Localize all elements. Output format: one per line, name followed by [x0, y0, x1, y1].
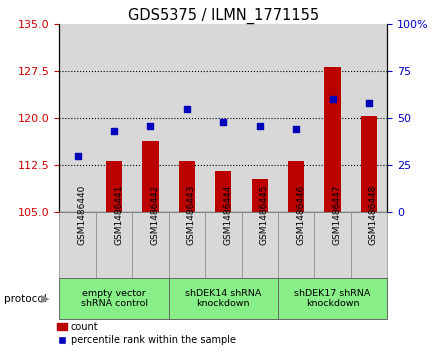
- Bar: [132, 24, 169, 212]
- Bar: [59, 24, 96, 212]
- Bar: [351, 24, 387, 212]
- Point: [220, 119, 227, 125]
- Bar: [205, 24, 242, 212]
- Text: GSM1486441: GSM1486441: [114, 185, 123, 245]
- Point: [110, 128, 117, 134]
- Bar: [314, 24, 351, 212]
- Text: shDEK14 shRNA
knockdown: shDEK14 shRNA knockdown: [185, 289, 261, 308]
- Point: [329, 96, 336, 102]
- Bar: [96, 24, 132, 212]
- Bar: [324, 67, 341, 212]
- Text: GSM1486442: GSM1486442: [150, 185, 159, 245]
- Bar: [288, 161, 304, 212]
- Bar: [106, 162, 122, 212]
- Bar: [242, 24, 278, 212]
- Title: GDS5375 / ILMN_1771155: GDS5375 / ILMN_1771155: [128, 7, 319, 24]
- Bar: [252, 179, 268, 212]
- Bar: [142, 141, 159, 212]
- Point: [256, 123, 263, 129]
- Text: GSM1486445: GSM1486445: [260, 185, 269, 245]
- Point: [366, 100, 373, 106]
- Text: GSM1486448: GSM1486448: [369, 185, 378, 245]
- Text: GSM1486444: GSM1486444: [224, 185, 232, 245]
- Text: GSM1486446: GSM1486446: [296, 185, 305, 245]
- Legend: count, percentile rank within the sample: count, percentile rank within the sample: [53, 318, 240, 349]
- Point: [183, 106, 191, 111]
- Bar: [278, 24, 314, 212]
- Text: empty vector
shRNA control: empty vector shRNA control: [81, 289, 147, 308]
- Point: [147, 123, 154, 129]
- Bar: [215, 171, 231, 212]
- Text: GSM1486440: GSM1486440: [77, 185, 87, 245]
- Bar: [179, 161, 195, 212]
- Text: ▶: ▶: [40, 294, 49, 303]
- Text: shDEK17 shRNA
knockdown: shDEK17 shRNA knockdown: [294, 289, 371, 308]
- Text: GSM1486447: GSM1486447: [333, 185, 341, 245]
- Text: protocol: protocol: [4, 294, 47, 303]
- Point: [293, 126, 300, 132]
- Point: [74, 153, 81, 159]
- Text: GSM1486443: GSM1486443: [187, 185, 196, 245]
- Bar: [169, 24, 205, 212]
- Bar: [361, 116, 377, 212]
